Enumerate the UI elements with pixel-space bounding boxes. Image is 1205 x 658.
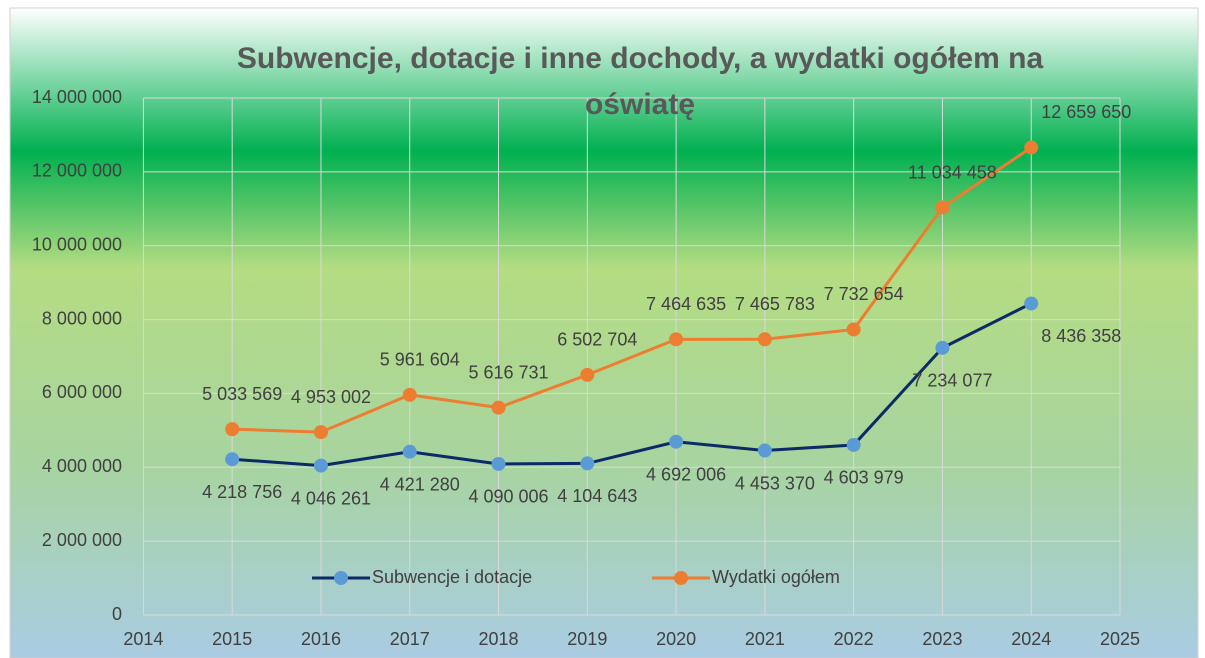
legend-label: Subwencje i dotacje [372,567,532,587]
x-tick-label: 2014 [123,629,163,649]
marker [669,434,684,449]
series-line [232,302,1032,468]
y-tick-label: 10 000 000 [32,234,122,254]
chart-title: Subwencje, dotacje i inne dochody, a wyd… [236,42,1044,121]
legend-marker [334,571,348,585]
y-tick-label: 12 000 000 [32,161,122,181]
marker [491,456,506,471]
data-label: 7 234 077 [912,371,992,391]
marker [757,443,772,458]
marker [225,452,240,467]
background [9,7,1199,658]
data-label: 5 961 604 [380,350,460,370]
data-label: 11 034 458 [908,162,997,182]
data-label: 4 046 261 [291,488,371,508]
marker [757,332,772,347]
data-label: 4 692 006 [646,464,726,484]
x-tick-label: 2015 [212,629,252,649]
x-tick-label: 2022 [834,629,874,649]
data-label: 4 104 643 [557,486,637,506]
x-tick-label: 2025 [1100,629,1140,649]
marker [402,444,417,459]
legend-label: Wydatki ogółem [712,567,840,587]
data-label: 4 953 002 [291,387,371,407]
y-tick-label: 14 000 000 [32,87,122,107]
data-label: 7 732 654 [824,284,904,304]
marker [1024,296,1039,311]
data-label: 6 502 704 [557,330,637,350]
marker [491,400,506,415]
data-label: 7 464 635 [646,294,726,314]
data-label: 4 218 756 [202,482,282,502]
marker [846,437,861,452]
data-label: 4 421 280 [380,474,460,494]
marker [935,340,950,355]
data-label: 4 090 006 [468,487,548,507]
y-tick-label: 2 000 000 [42,530,122,550]
marker [580,367,595,382]
marker [669,332,684,347]
x-tick-label: 2016 [301,629,341,649]
y-tick-label: 6 000 000 [42,382,122,402]
x-tick-label: 2023 [922,629,962,649]
marker [1024,140,1039,155]
marker [225,422,240,437]
x-tick-label: 2019 [567,629,607,649]
legend-marker [674,571,688,585]
data-label: 4 453 370 [735,473,815,493]
marker [313,425,328,440]
data-label: 4 603 979 [824,468,904,488]
marker [402,387,417,402]
marker [580,456,595,471]
data-label: 5 033 569 [202,384,282,404]
data-label: 7 465 783 [735,294,815,314]
x-tick-label: 2020 [656,629,696,649]
y-tick-label: 8 000 000 [42,308,122,328]
y-tick-label: 4 000 000 [42,456,122,476]
x-tick-label: 2017 [390,629,430,649]
y-tick-label: 0 [112,604,122,624]
x-tick-label: 2021 [745,629,785,649]
data-label: 12 659 650 [1041,102,1131,122]
data-label: 8 436 358 [1041,326,1121,346]
marker [846,322,861,337]
marker [313,458,328,473]
data-label: 5 616 731 [468,362,548,382]
x-tick-label: 2024 [1011,629,1051,649]
series-line [232,146,1033,434]
marker [935,200,950,215]
x-tick-label: 2018 [479,629,519,649]
